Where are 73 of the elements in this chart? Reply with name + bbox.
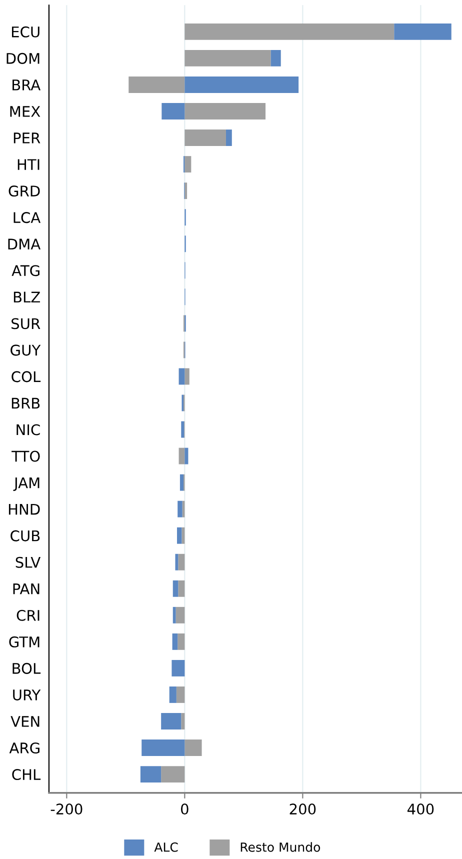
y-tick-label: JAM [13,477,40,492]
bar [161,713,182,730]
bar [180,474,184,491]
bar [172,580,178,597]
bar [178,580,185,597]
bar [270,50,281,66]
y-tick-label: BLZ [14,292,40,302]
x-tick-label: 200 [290,804,316,815]
y-tick-label: GUY [10,344,41,356]
bar [184,368,190,385]
x-tick-label: 400 [407,804,434,815]
y-tick-label: MEX [10,106,40,117]
y-tick-label: CRI [16,610,40,621]
bar [178,633,185,650]
bar [161,766,185,783]
y-tick-label: CUB [10,530,40,542]
y-tick-label: DOM [6,52,40,64]
y-tick-label: BOL [12,662,41,674]
bar [176,606,185,624]
bar [226,130,232,146]
y-tick-label: CHL [12,769,41,780]
bar [140,766,162,783]
y-tick-label: URY [13,690,41,700]
bar [181,421,184,438]
bar [178,368,185,385]
y-tick-label: ATG [12,265,40,276]
bar [184,103,266,120]
bar [184,448,188,464]
y-tick-label: TTO [12,450,40,462]
y-tick-label: GRD [8,186,40,197]
bar [184,130,226,146]
bar [182,527,185,544]
bar [184,740,202,756]
bar [172,660,185,676]
bar [177,527,182,544]
y-tick-label: ARG [9,742,40,754]
y-tick-label: NIC [16,424,40,436]
y-tick-label: BRA [12,80,41,90]
bar [175,554,178,570]
y-tick-label: GTM [9,636,40,648]
y-tick-label: LCA [14,212,41,224]
bar [172,633,178,650]
bar [169,686,176,703]
y-tick-label: PER [14,132,40,144]
bar [184,156,192,173]
y-tick-label: HND [8,504,40,515]
legend-label: ALC [154,842,178,852]
bar [142,740,185,756]
legend-label: Resto Mundo [240,842,320,852]
y-tick-label: VEN [10,716,40,727]
bar [184,23,394,40]
y-tick-label: BRB [12,398,40,409]
bar [184,50,271,66]
bar [162,103,185,120]
bar [128,76,185,93]
bar [176,686,185,703]
bar [184,76,299,93]
y-tick-label: SUR [12,318,40,330]
bar [178,554,185,570]
bar [178,448,185,464]
y-tick-label: COL [12,371,41,382]
y-tick-label: HTI [18,159,40,170]
bar [184,182,188,200]
y-tick-label: PAN [13,584,40,594]
x-tick-label: 0 [181,804,188,815]
bar [394,23,452,40]
y-tick-label: DMA [8,238,41,250]
bar [172,606,176,624]
x-tick-label: -200 [50,804,82,815]
y-tick-label: SLV [16,556,41,568]
bar [178,500,182,518]
bar [181,713,185,730]
y-tick-label: ECU [12,26,40,38]
